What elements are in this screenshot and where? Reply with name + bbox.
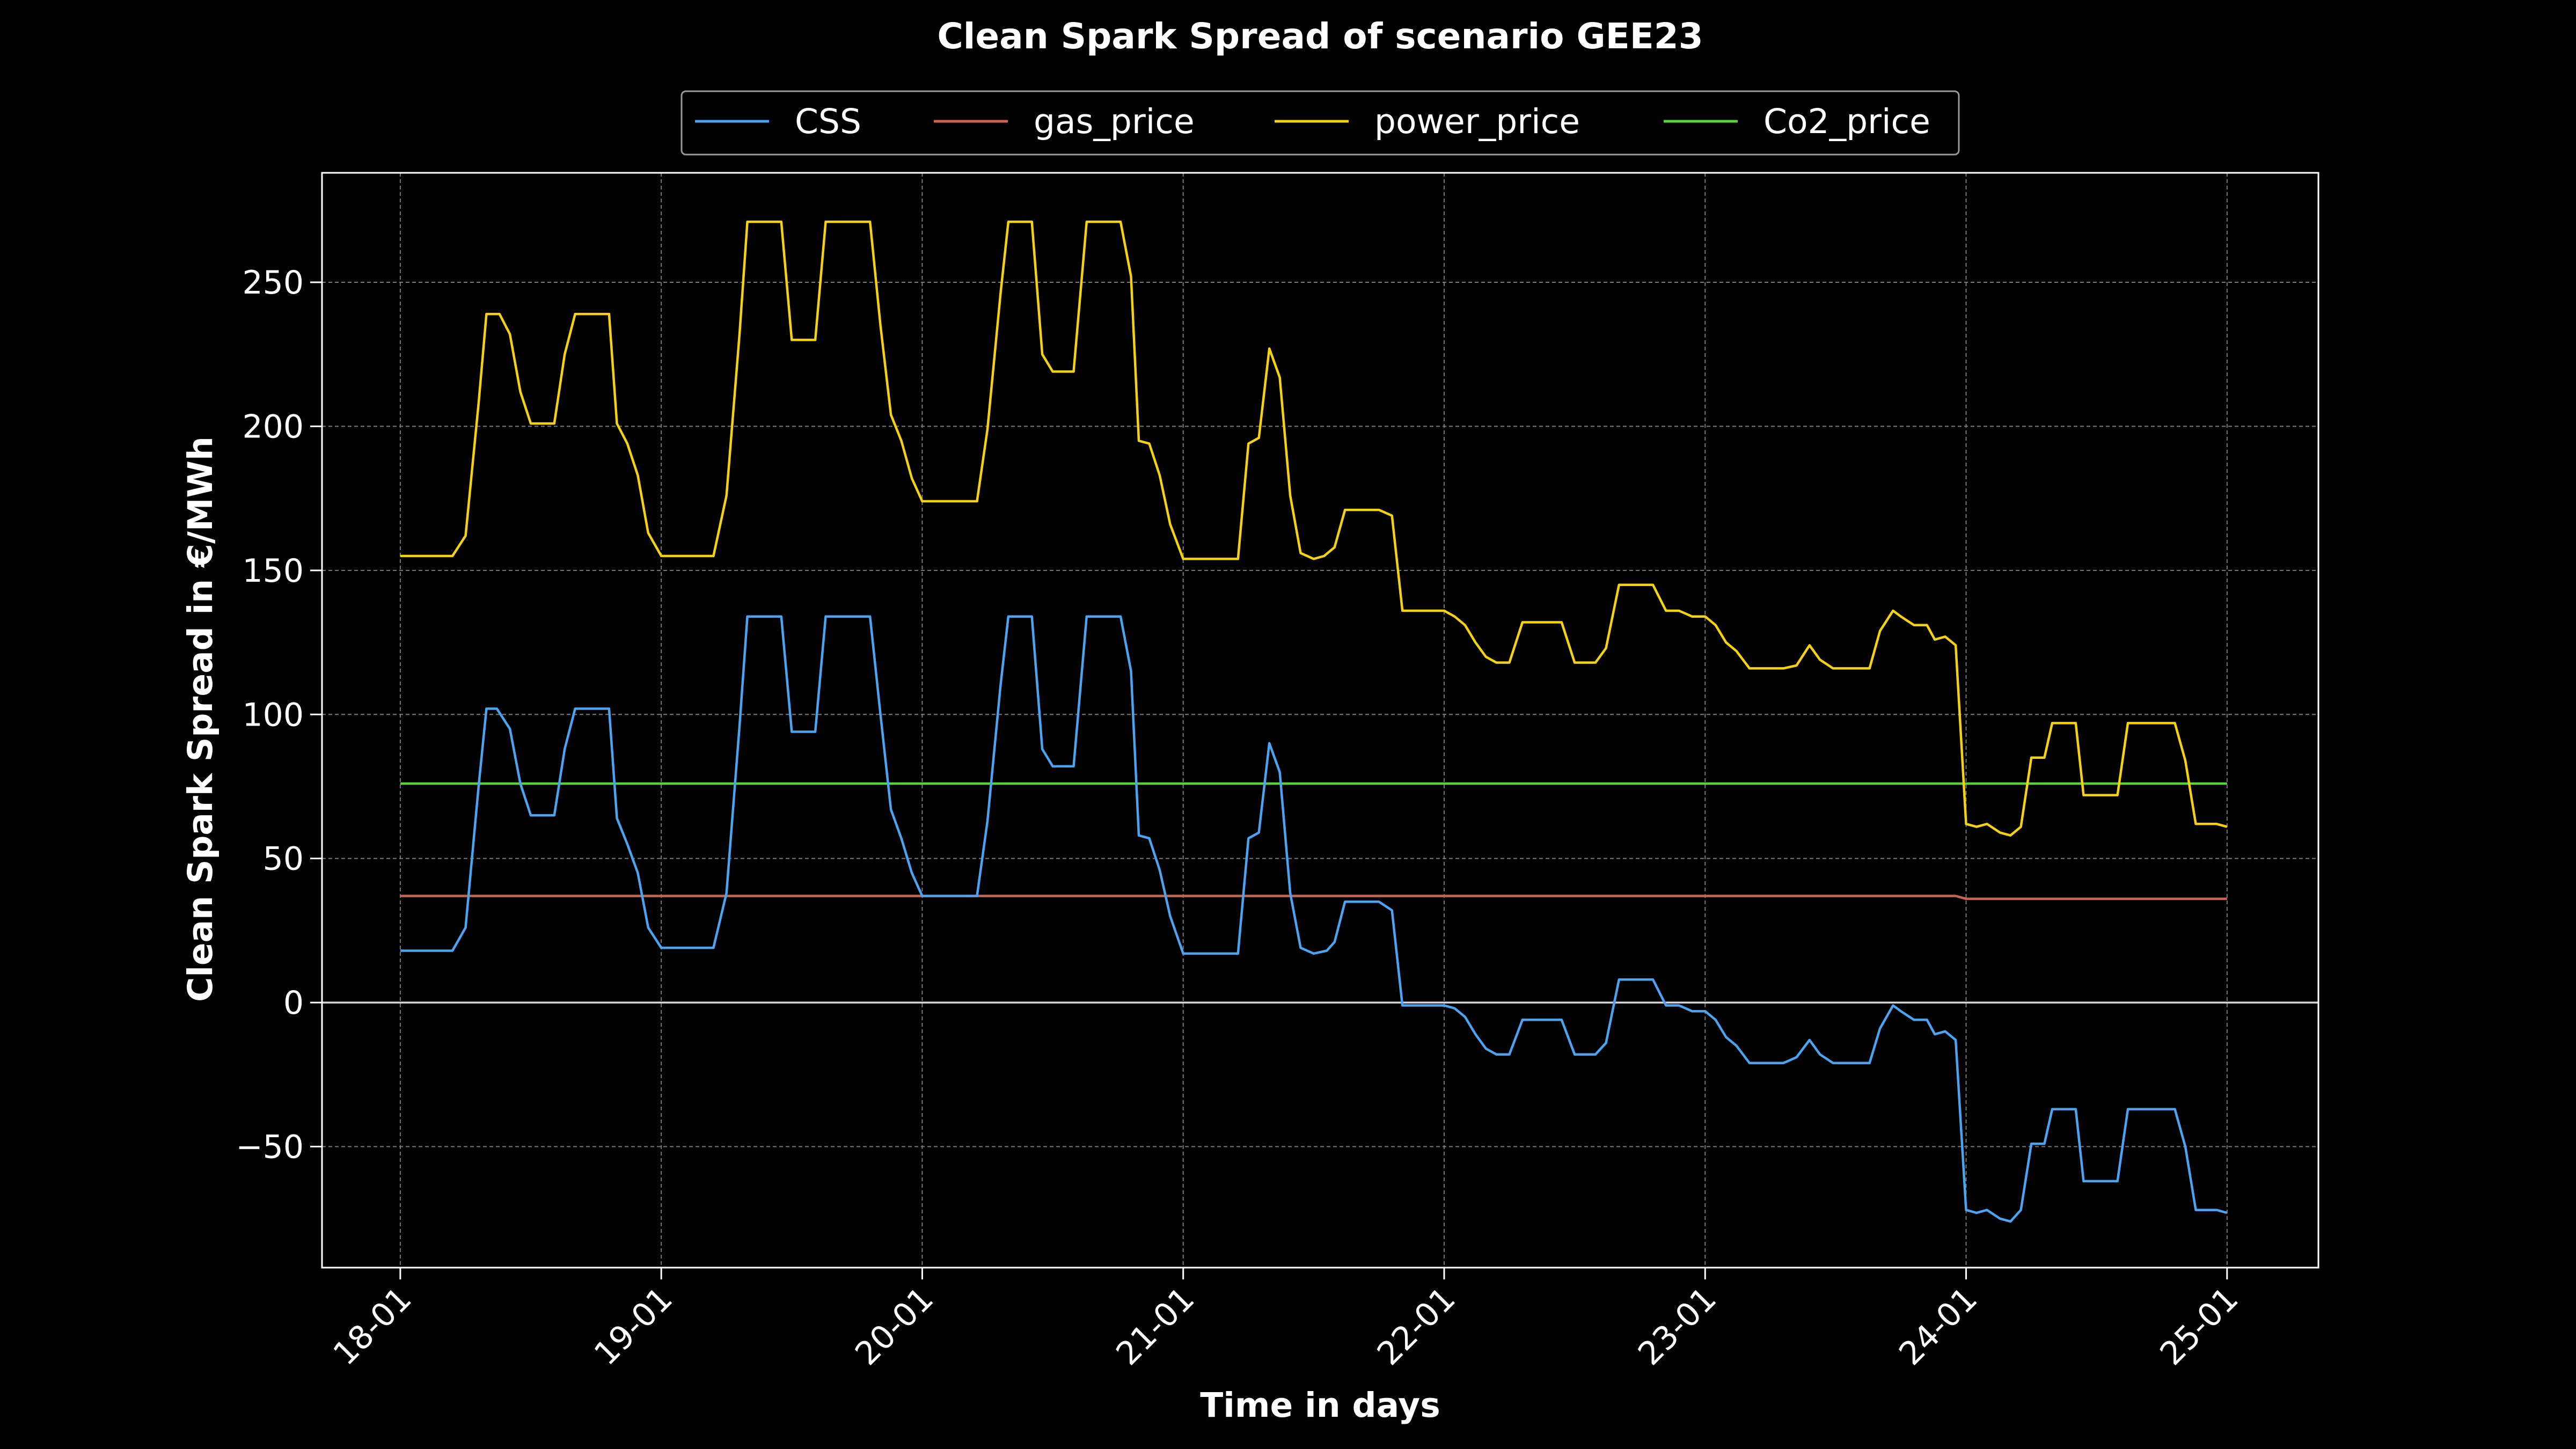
legend-label-power-price: power_price	[1374, 102, 1580, 141]
y-tick-label: 50	[263, 840, 304, 878]
series-line-css	[400, 615, 2228, 1223]
y-tick-label: 100	[242, 696, 304, 734]
legend-label-co2-price: Co2_price	[1763, 102, 1930, 141]
series-line-gas-price	[400, 895, 2227, 901]
y-tick-label: 250	[242, 264, 304, 302]
y-axis-label: Clean Spark Spread in €/MWh	[181, 436, 220, 1002]
legend-frame	[680, 90, 1960, 156]
chart-title: Clean Spark Spread of scenario GEE23	[937, 16, 1703, 57]
legend: CSS gas_price power_price Co2_price	[680, 90, 1960, 156]
series-line-power-price	[400, 221, 2228, 837]
y-tick-label: 150	[242, 552, 304, 590]
x-axis-label: Time in days	[1200, 1386, 1440, 1425]
y-axis: −50 0 50 100 150 200 250	[236, 264, 322, 1166]
legend-label-css: CSS	[795, 102, 861, 141]
series-lines	[400, 221, 2228, 1223]
y-tick-label: −50	[236, 1129, 304, 1166]
plot-frame	[321, 172, 2319, 1269]
y-tick-label: 200	[242, 408, 304, 445]
y-tick-label: 0	[283, 984, 304, 1022]
legend-label-gas-price: gas_price	[1034, 102, 1195, 141]
